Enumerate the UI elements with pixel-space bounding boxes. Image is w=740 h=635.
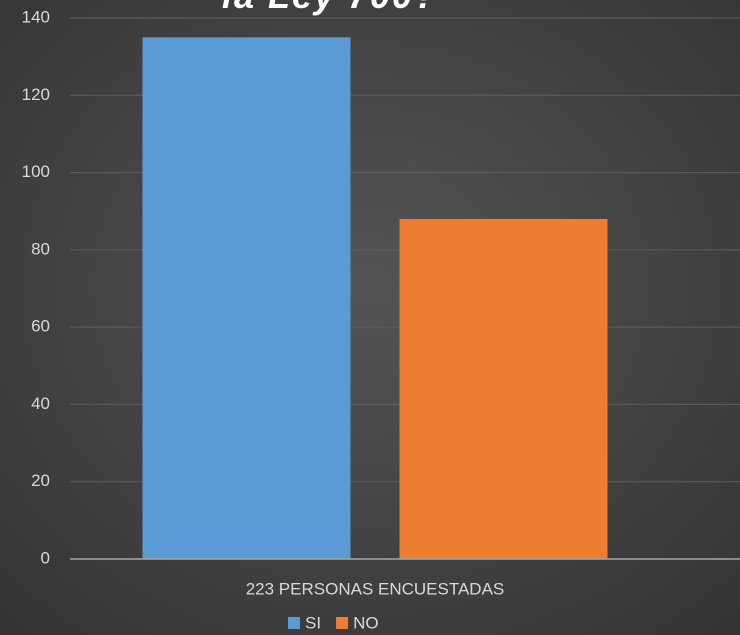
- y-tick-label: 40: [31, 394, 50, 413]
- legend-swatch: [336, 617, 349, 629]
- legend-label: SI: [305, 613, 321, 632]
- y-tick-label: 20: [31, 471, 50, 490]
- y-tick-label: 0: [41, 548, 50, 567]
- legend-swatch: [288, 617, 300, 629]
- bar: [142, 37, 351, 560]
- chart-title: la Ley 700?: [222, 0, 438, 16]
- y-tick-label: 80: [31, 239, 50, 258]
- y-tick-label: 140: [22, 7, 50, 26]
- y-tick-label: 100: [22, 162, 50, 181]
- legend-label: NO: [353, 613, 379, 632]
- y-tick-label: 120: [22, 85, 50, 104]
- x-tick-label: 223 PERSONAS ENCUESTADAS: [246, 579, 505, 598]
- bar: [399, 218, 608, 559]
- y-tick-label: 60: [31, 317, 50, 336]
